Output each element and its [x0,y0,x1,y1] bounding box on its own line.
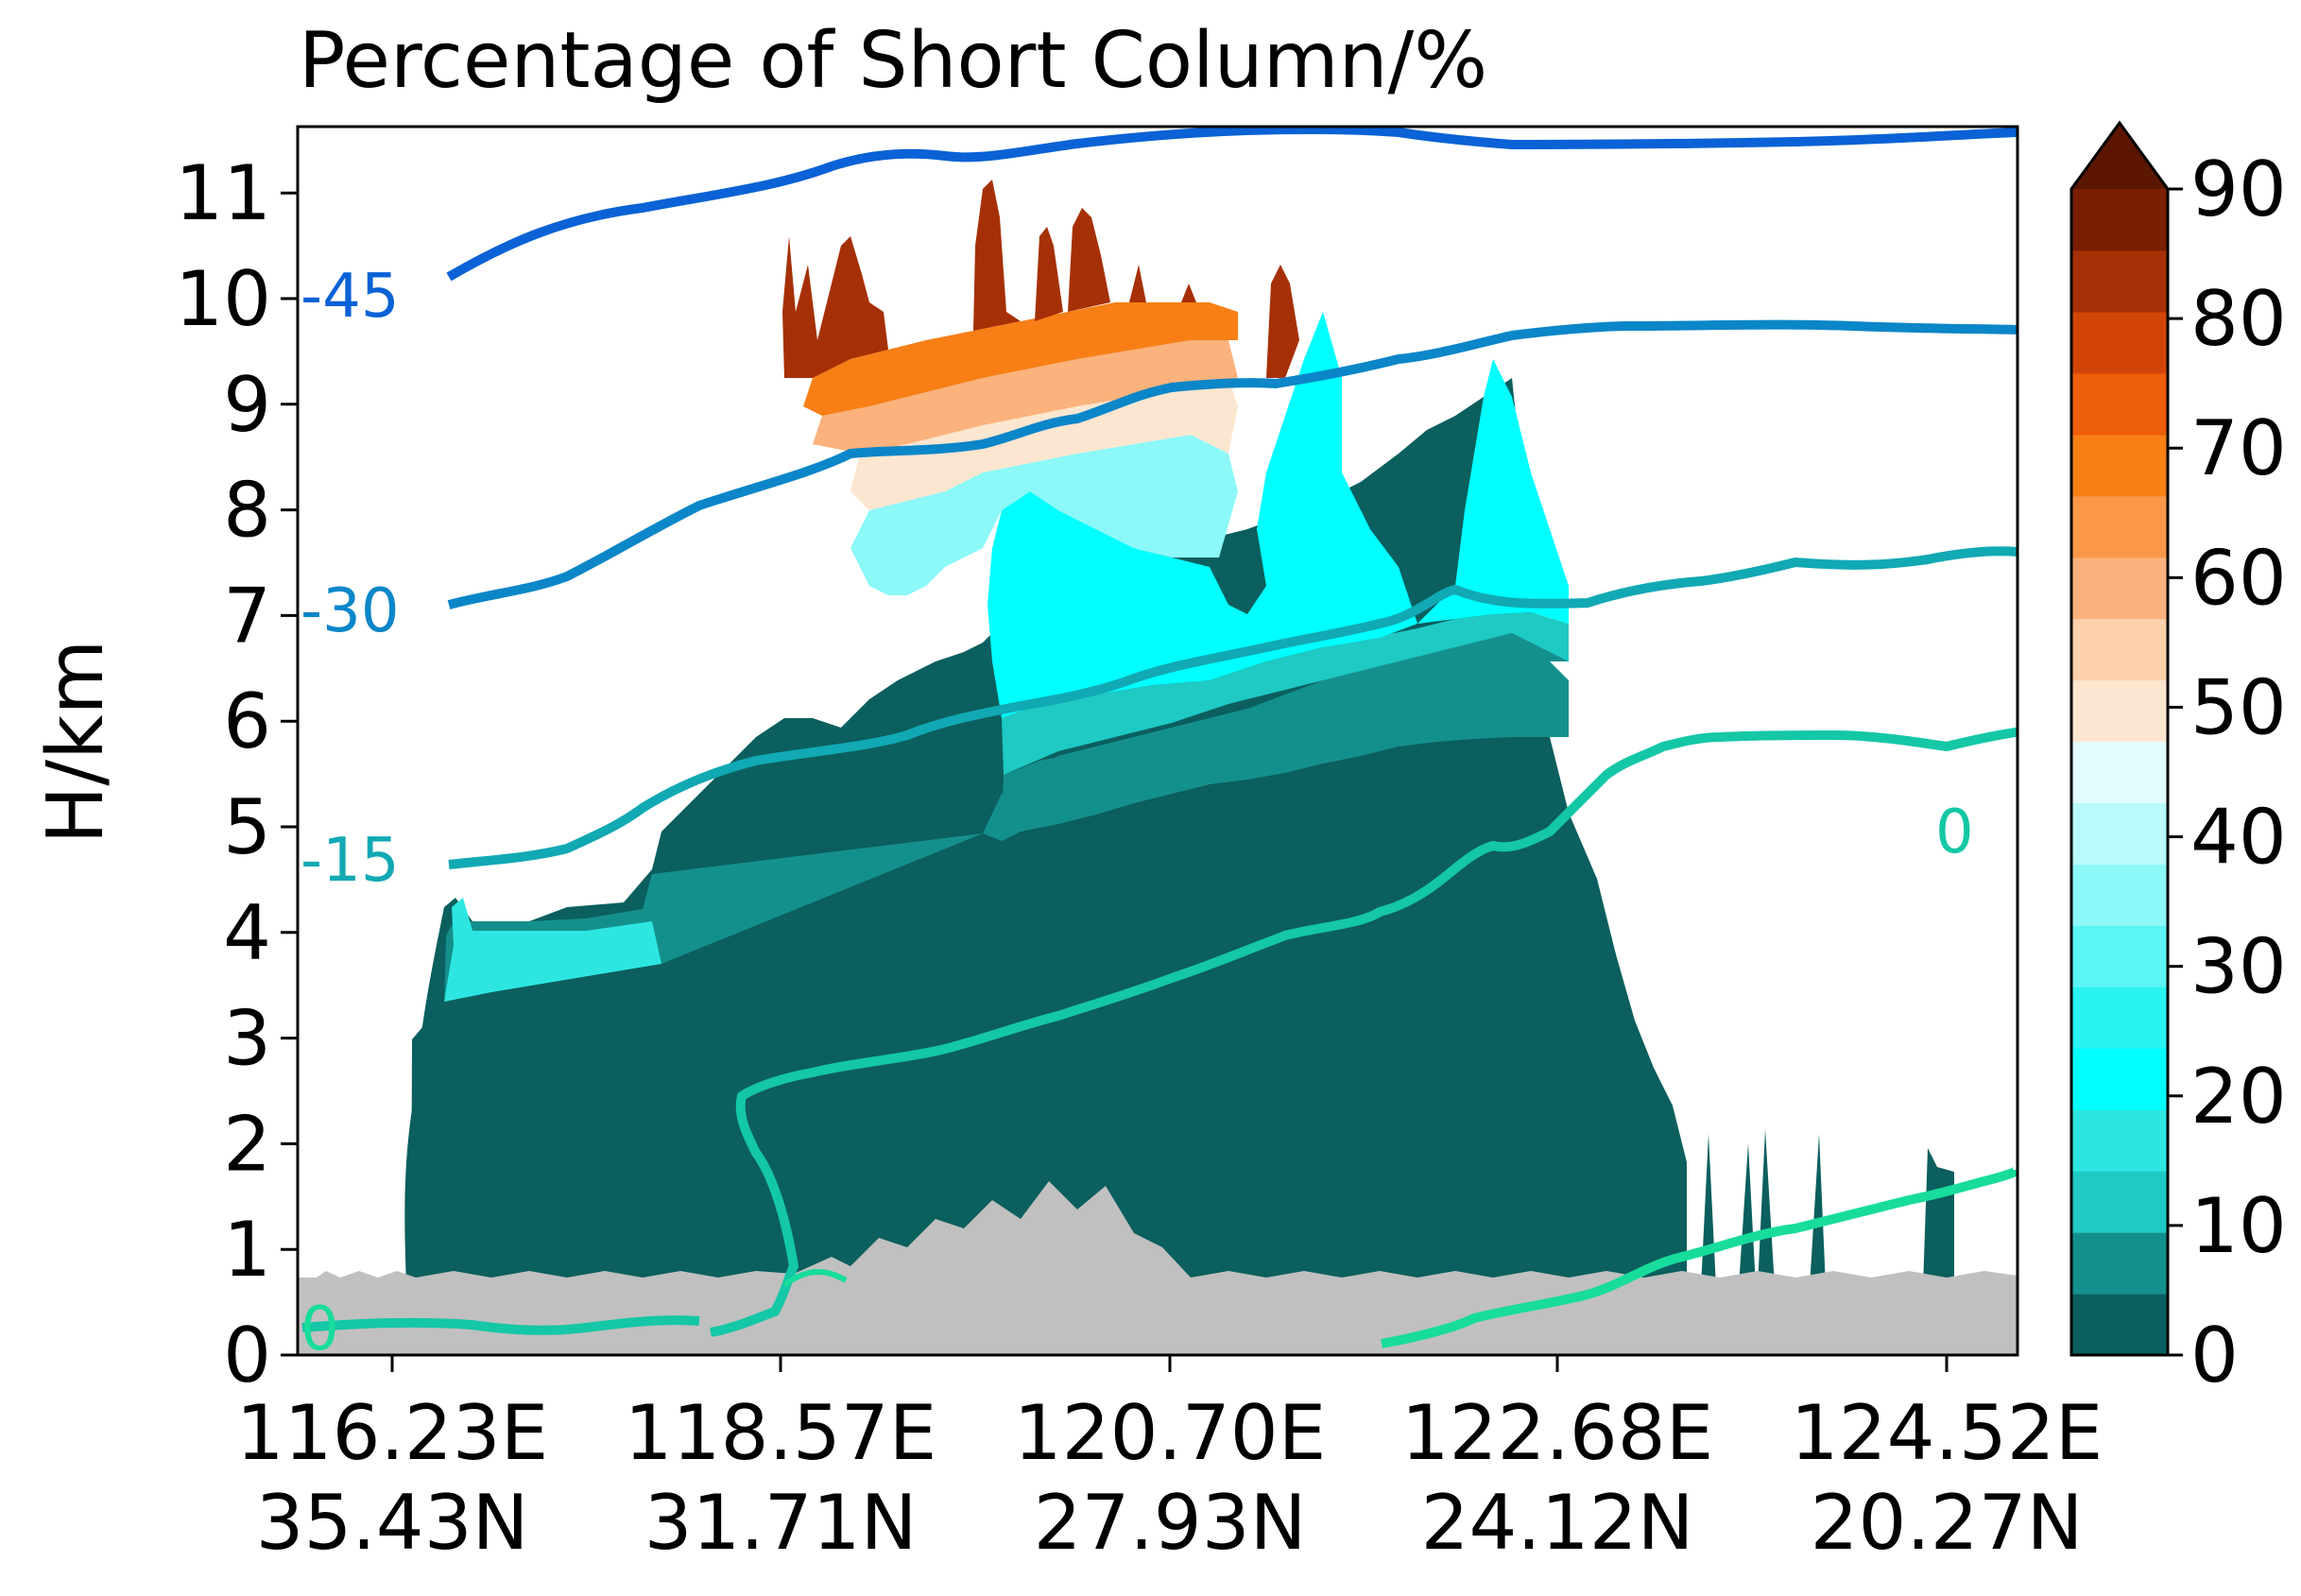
colorbar-segment [2071,741,2168,804]
colorbar-tick-label: 40 [2190,794,2287,882]
chart-title: Percentage of Short Column/% [299,16,1487,106]
fill-level-50-60 [850,378,1238,510]
x-tick-lon: 118.57E [625,1389,936,1477]
contour-label-zero-right: 0 [1935,798,1974,867]
contour-zero-lower [1381,1165,2018,1348]
y-tick-label: 11 [175,149,271,237]
x-tick-lon: 124.52E [1791,1389,2103,1477]
contour-label-minus-45: -45 [301,262,400,332]
colorbar-segment [2071,1232,2168,1295]
x-tick-lon: 122.68E [1401,1389,1713,1477]
fill-level-80-90 [782,180,1299,378]
y-tick-label: 1 [223,1206,271,1294]
fill-level-20-30 [1002,612,1569,775]
colorbar-segment [2071,864,2168,926]
y-tick-label: 4 [223,889,271,977]
y-tick-label: 6 [223,678,271,765]
colorbar-segment [2071,434,2168,497]
terrain [298,1181,2018,1355]
colorbar-tick-label: 70 [2190,404,2287,492]
y-tick-label: 10 [175,255,271,343]
colorbar-segment [2071,1171,2168,1233]
contour-zero-lower-tail [782,1268,848,1288]
contour-label-minus-15: -15 [301,826,400,896]
y-tick-label: 9 [223,361,271,449]
colorbar-segment [2071,311,2168,374]
plot-area [298,127,2018,1355]
colorbar-tick-label: 60 [2190,534,2287,622]
y-tick-label: 0 [223,1312,271,1399]
x-tick-lat: 24.12N [1421,1479,1694,1567]
fill-level-10-20-upper [1002,624,1569,841]
colorbar-tick-label: 10 [2190,1182,2287,1270]
contour-minus-30 [447,319,2018,609]
x-tick-lat: 20.27N [1811,1479,2084,1567]
colorbar-segment [2071,189,2168,251]
colorbar-extend-arrow [2071,123,2168,189]
colorbar-tick-label: 80 [2190,275,2287,363]
plot-frame [296,125,2019,1357]
contour-label-minus-30: -30 [301,576,400,646]
colorbar-segment [2071,557,2168,620]
colorbar-segment [2071,1109,2168,1172]
y-tick-label: 7 [223,572,271,660]
y-tick-label: 8 [223,467,271,555]
colorbar-segment [2071,618,2168,681]
colorbar-segment [2071,249,2168,313]
colorbar-tick-label: 0 [2190,1312,2239,1399]
colorbar-segment [2071,987,2168,1049]
colorbar-tick-label: 20 [2190,1053,2287,1141]
fill-anvil [411,964,661,1287]
y-tick-label: 5 [223,783,271,871]
colorbar-tick-label: 90 [2190,146,2287,233]
short-column-fill [298,180,2018,1355]
colorbar-tick-label: 50 [2190,663,2287,751]
contour-zero-upper [301,727,2018,1337]
colorbar-segment [2071,1048,2168,1110]
x-tick-lon: 120.70E [1014,1389,1326,1477]
contour-minus-45 [446,127,2018,282]
contour-label-zero-left: 0 [301,1295,339,1364]
x-tick-lon: 116.23E [236,1389,548,1477]
colorbar-frame [2069,120,2170,1357]
fill-level-30-40-right [1417,359,1569,624]
contour-minus-15 [448,546,2018,869]
fill-anvil-cyan [444,898,661,1002]
colorbar: 0 10 20 30 40 50 60 70 80 90 [2069,120,2287,1399]
colorbar-segment [2071,679,2168,743]
y-tick-label: 3 [223,995,271,1083]
colorbar-segment [2071,802,2168,866]
x-tick-lat: 27.93N [1034,1479,1307,1567]
fill-level-0-10-columns [643,798,1954,1287]
x-tick-lat: 35.43N [256,1479,529,1567]
x-tick-lat: 31.71N [644,1479,918,1567]
fill-level-10-20 [444,661,1569,1011]
fill-level-60-70 [813,340,1238,454]
fill-level-40-50 [850,435,1238,595]
y-axis: 0 1 2 3 4 5 6 7 8 9 10 11 [175,149,298,1399]
colorbar-segment [2071,925,2168,987]
fill-level-70-80 [803,302,1238,416]
y-tick-label: 2 [223,1100,271,1188]
colorbar-segment [2071,372,2168,436]
y-axis-label: H/km [31,640,121,845]
colorbar-segment [2071,1294,2168,1356]
colorbar-segment [2071,495,2168,558]
fill-level-30-40 [987,312,1417,718]
colorbar-tick-label: 30 [2190,923,2287,1011]
